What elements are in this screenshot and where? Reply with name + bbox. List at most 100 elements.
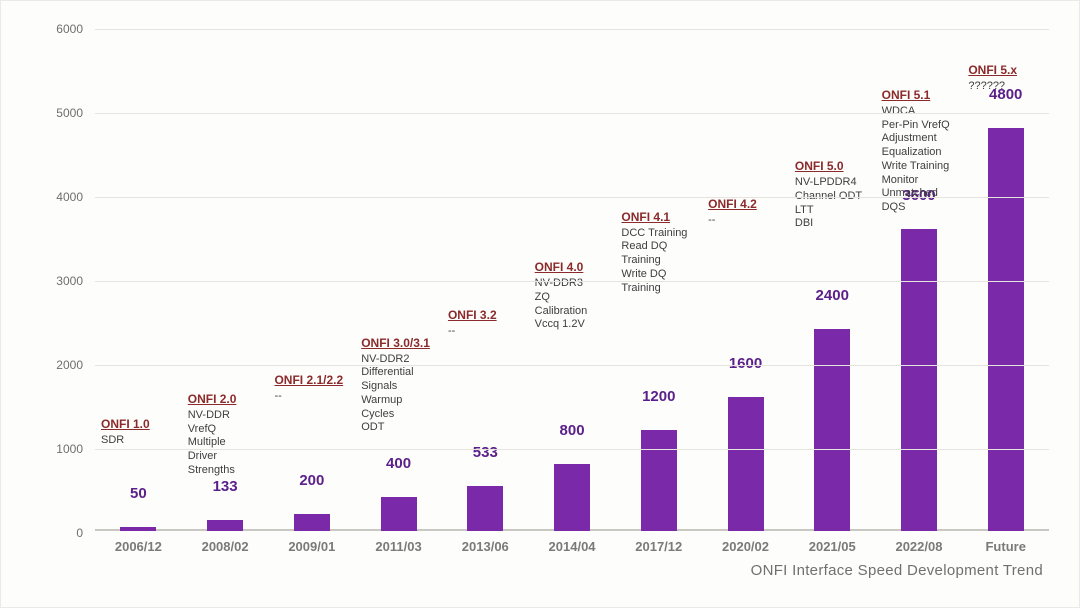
bar-column: 36002022/08ONFI 5.1WDCAPer-Pin VrefQAdju… [876, 29, 963, 531]
x-tick-label: 2009/01 [288, 539, 335, 554]
bar [294, 514, 330, 531]
annotation-title: ONFI 1.0 [101, 417, 150, 432]
annotation-feature: Monitor [882, 174, 950, 188]
bar-column: 16002020/02ONFI 4.2-- [702, 29, 789, 531]
bar-value-label: 50 [130, 485, 147, 506]
annotation-feature: WDCA [882, 105, 950, 119]
bar-column: 8002014/04ONFI 4.0NV-DDR3ZQCalibrationVc… [529, 29, 616, 531]
annotation-feature: Write Training [882, 160, 950, 174]
bar-column: 4800FutureONFI 5.x?????? [962, 29, 1049, 531]
annotation-title: ONFI 4.1 [621, 210, 687, 225]
bar-value-label: 1200 [642, 388, 675, 409]
bar [467, 486, 503, 531]
bar [554, 464, 590, 531]
annotation-feature: Calibration [535, 305, 588, 319]
bar-annotation: ONFI 2.0NV-DDRVrefQMultipleDriverStrengt… [188, 392, 237, 478]
annotation-feature: LTT [795, 204, 862, 218]
annotation-feature: Equalization [882, 146, 950, 160]
bar [901, 229, 937, 531]
bar [207, 520, 243, 531]
bar [988, 128, 1024, 531]
annotation-feature: NV-LPDDR4 [795, 176, 862, 190]
annotation-feature: Write DQ [621, 268, 687, 282]
annotation-feature: -- [708, 214, 757, 228]
bar-column: 1332008/02ONFI 2.0NV-DDRVrefQMultipleDri… [182, 29, 269, 531]
bar-value-label: 800 [560, 422, 585, 443]
x-tick-label: 2014/04 [549, 539, 596, 554]
x-tick-label: 2017/12 [635, 539, 682, 554]
x-tick-label: 2020/02 [722, 539, 769, 554]
annotation-title: ONFI 5.0 [795, 159, 862, 174]
chart-caption: ONFI Interface Speed Development Trend [751, 562, 1043, 579]
annotation-feature: Driver [188, 450, 237, 464]
bar [641, 430, 677, 531]
bar-column: 2002009/01ONFI 2.1/2.2-- [268, 29, 355, 531]
annotation-feature: Signals [361, 380, 430, 394]
annotation-feature: Training [621, 282, 687, 296]
y-tick-label: 2000 [56, 358, 83, 372]
annotation-feature: Read DQ [621, 240, 687, 254]
bar-value-label: 133 [213, 478, 238, 499]
annotation-feature: Cycles [361, 408, 430, 422]
annotation-feature: ODT [361, 421, 430, 435]
x-tick-label: 2011/03 [375, 539, 421, 554]
annotation-feature: Differential [361, 366, 430, 380]
bar-annotation: ONFI 2.1/2.2 -- [274, 373, 343, 404]
gridline [95, 449, 1049, 450]
bar-value-label: 533 [473, 444, 498, 465]
annotation-feature: VrefQ [188, 423, 237, 437]
x-tick-label: Future [985, 539, 1025, 554]
annotation-feature: Adjustment [882, 132, 950, 146]
bar-annotation: ONFI 1.0 SDR [101, 417, 150, 448]
annotation-title: ONFI 5.x [968, 63, 1017, 78]
y-tick-label: 1000 [56, 442, 83, 456]
y-tick-label: 6000 [56, 22, 83, 36]
annotation-feature: NV-DDR3 [535, 277, 588, 291]
annotation-feature: Strengths [188, 464, 237, 478]
gridline [95, 29, 1049, 30]
bar-columns: 502006/12ONFI 1.0SDR1332008/02ONFI 2.0NV… [95, 29, 1049, 531]
y-tick-label: 4000 [56, 190, 83, 204]
bar-column: 502006/12ONFI 1.0SDR [95, 29, 182, 531]
annotation-feature: ZQ [535, 291, 588, 305]
bar-annotation: ONFI 4.0NV-DDR3ZQCalibrationVccq 1.2V [535, 260, 588, 332]
x-tick-label: 2006/12 [115, 539, 162, 554]
bar-annotation: ONFI 5.0NV-LPDDR4Channel ODTLTTDBI [795, 159, 862, 231]
bar-annotation: ONFI 4.1DCC TrainingRead DQTrainingWrite… [621, 210, 687, 296]
bar-annotation: ONFI 5.1 WDCAPer-Pin VrefQAdjustmentEqual… [882, 88, 950, 215]
plot-area: 502006/12ONFI 1.0SDR1332008/02ONFI 2.0NV… [95, 29, 1049, 531]
annotation-feature: -- [274, 390, 343, 404]
annotation-feature: DBI [795, 217, 862, 231]
bar [728, 397, 764, 531]
x-tick-label: 2008/02 [202, 539, 249, 554]
annotation-feature: Warmup [361, 394, 430, 408]
annotation-title: ONFI 3.0/3.1 [361, 336, 430, 351]
annotation-feature: Per-Pin VrefQ [882, 119, 950, 133]
bar-annotation: ONFI 4.2-- [708, 197, 757, 228]
gridline [95, 365, 1049, 366]
y-tick-label: 0 [76, 526, 83, 540]
chart-area: 502006/12ONFI 1.0SDR1332008/02ONFI 2.0NV… [25, 17, 1055, 589]
x-tick-label: 2021/05 [809, 539, 856, 554]
bar [814, 329, 850, 531]
bar-annotation: ONFI 5.x?????? [968, 63, 1017, 94]
gridline [95, 113, 1049, 114]
bar-value-label: 200 [299, 472, 324, 493]
gridline [95, 197, 1049, 198]
annotation-feature: ?????? [968, 80, 1017, 94]
bar-column: 4002011/03ONFI 3.0/3.1NV-DDR2Differentia… [355, 29, 442, 531]
bar-column: 5332013/06ONFI 3.2-- [442, 29, 529, 531]
bar-annotation: ONFI 3.2 -- [448, 308, 497, 339]
annotation-feature: Training [621, 254, 687, 268]
annotation-feature: SDR [101, 434, 150, 448]
annotation-title: ONFI 5.1 [882, 88, 950, 103]
gridline [95, 281, 1049, 282]
bar-column: 24002021/05ONFI 5.0NV-LPDDR4Channel ODTL… [789, 29, 876, 531]
annotation-title: ONFI 2.0 [188, 392, 237, 407]
annotation-title: ONFI 3.2 [448, 308, 497, 323]
bar-value-label: 2400 [816, 287, 849, 308]
annotation-feature: DCC Training [621, 227, 687, 241]
bar-value-label: 400 [386, 455, 411, 476]
annotation-title: ONFI 2.1/2.2 [274, 373, 343, 388]
annotation-feature: -- [448, 325, 497, 339]
